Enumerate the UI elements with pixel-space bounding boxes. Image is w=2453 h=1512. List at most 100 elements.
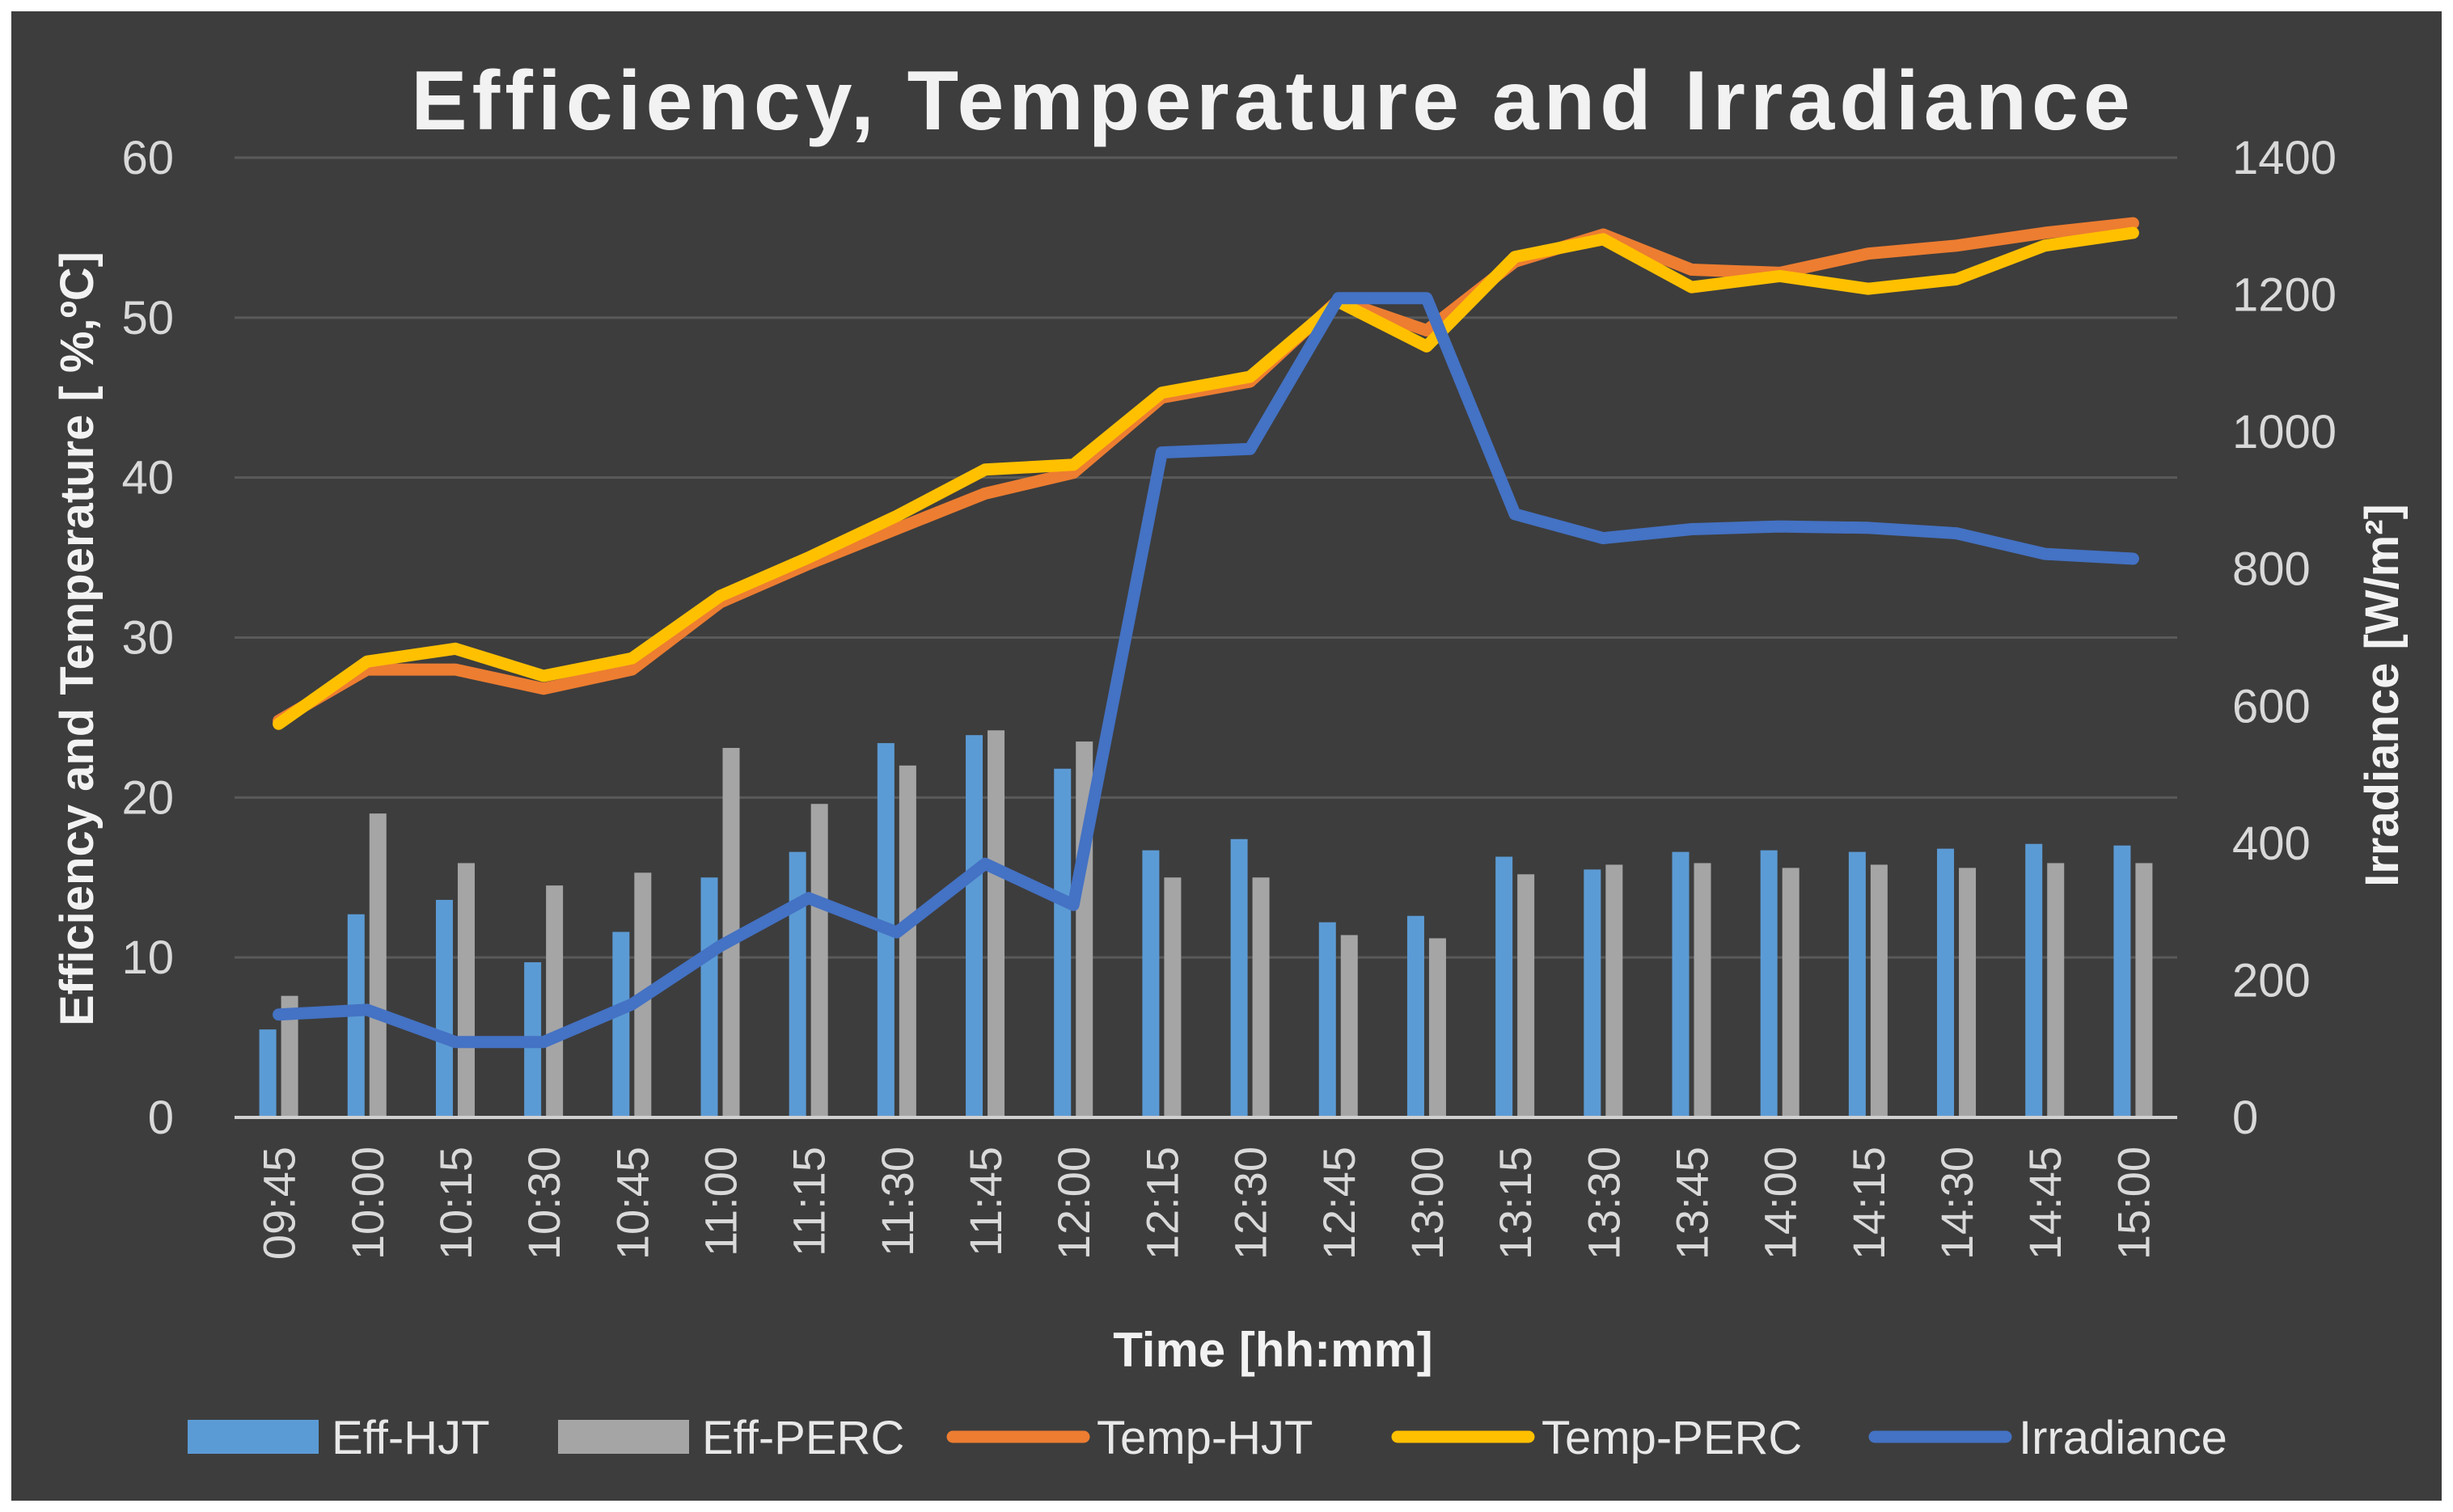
- bars: [259, 730, 2153, 1117]
- y-left-tick-label: 20: [121, 771, 174, 824]
- bar-eff-hjt: [1937, 848, 1955, 1117]
- bar-eff-perc: [1694, 863, 1711, 1117]
- x-axis-ticks: 09:45 10:00 10:15 10:30 10:45 11:00 11:15 11:30…: [254, 1147, 2159, 1260]
- y-right-tick-label: 1400: [2232, 132, 2337, 184]
- x-tick-label: 14:30: [1931, 1147, 1982, 1260]
- legend-item-eff-hjt: Eff-HJT: [188, 1412, 490, 1464]
- x-tick-label: 11:45: [960, 1147, 1011, 1256]
- legend-label: Temp-HJT: [1097, 1412, 1313, 1464]
- y-left-tick-label: 40: [121, 452, 174, 505]
- x-tick-label: 12:15: [1136, 1147, 1187, 1260]
- bar-eff-perc: [1605, 864, 1623, 1117]
- legend-item-eff-perc: Eff-PERC: [558, 1412, 904, 1464]
- bar-eff-hjt: [1672, 851, 1690, 1117]
- legend-item-irradiance: Irradiance: [1868, 1412, 2227, 1464]
- bar-eff-perc: [457, 863, 475, 1117]
- x-tick-label: 11:15: [784, 1147, 835, 1256]
- bar-eff-hjt: [1406, 915, 1424, 1117]
- left-axis-ticks: 0 10 20 30 40 50 60: [121, 132, 174, 1144]
- y-right-tick-label: 800: [2232, 543, 2311, 596]
- bar-eff-hjt: [1318, 922, 1336, 1117]
- x-tick-label: 14:45: [2019, 1147, 2070, 1260]
- chart-background: [11, 11, 2442, 1501]
- legend-label: Irradiance: [2019, 1412, 2227, 1464]
- y-left-tick-label: 0: [148, 1092, 174, 1144]
- legend: Eff-HJT Eff-PERC Temp-HJT Temp-PERC Irradian…: [188, 1412, 2227, 1464]
- y-right-tick-label: 1000: [2232, 406, 2337, 458]
- bar-eff-hjt: [612, 931, 630, 1117]
- series-lines: [273, 217, 2139, 1049]
- legend-swatch: [558, 1420, 689, 1454]
- bar-eff-hjt: [259, 1029, 277, 1117]
- bar-eff-perc: [369, 813, 387, 1117]
- legend-label: Eff-HJT: [332, 1412, 490, 1464]
- y-axis-left-label: Efficiency and Temperature [ %,ºC]: [51, 251, 104, 1026]
- legend-item-temp-perc: Temp-PERC: [1391, 1412, 1802, 1464]
- x-tick-label: 15:00: [2108, 1147, 2159, 1260]
- x-axis-label: Time [hh:mm]: [1113, 1323, 1433, 1377]
- bar-eff-hjt: [1584, 869, 1601, 1117]
- chart-title: Efficiency, Temperature and Irradiance: [411, 54, 2134, 148]
- y-right-tick-label: 400: [2232, 817, 2311, 870]
- y-left-tick-label: 10: [121, 931, 174, 984]
- y-right-tick-label: 200: [2232, 954, 2311, 1007]
- bar-eff-perc: [1782, 868, 1800, 1117]
- y-right-tick-label: 1200: [2232, 269, 2337, 322]
- bar-eff-perc: [1517, 874, 1535, 1117]
- right-axis-ticks: 0 200 400 600 800 1000 1200 1400: [2232, 132, 2337, 1144]
- bar-eff-perc: [988, 730, 1005, 1117]
- x-tick-label: 09:45: [254, 1147, 305, 1260]
- bar-eff-perc: [1870, 864, 1888, 1117]
- bar-eff-perc: [1252, 877, 1270, 1117]
- line-irradiance: [273, 292, 2139, 1049]
- bar-eff-perc: [546, 885, 564, 1117]
- x-tick-label: 11:00: [696, 1147, 746, 1256]
- x-tick-label: 12:30: [1225, 1147, 1276, 1260]
- bar-eff-hjt: [1760, 850, 1778, 1117]
- y-axis-right-label: Irradiance [W/m²]: [2356, 504, 2409, 887]
- y-right-tick-label: 600: [2232, 680, 2311, 733]
- bar-eff-perc: [899, 765, 916, 1117]
- bar-eff-perc: [722, 748, 740, 1117]
- x-tick-label: 12:45: [1313, 1147, 1364, 1260]
- x-tick-label: 12:00: [1048, 1147, 1099, 1260]
- x-tick-label: 10:30: [518, 1147, 569, 1260]
- bar-eff-perc: [2047, 863, 2065, 1117]
- x-tick-label: 13:15: [1490, 1147, 1541, 1260]
- x-tick-label: 10:15: [430, 1147, 481, 1260]
- bar-eff-hjt: [789, 851, 806, 1117]
- bar-eff-perc: [1340, 935, 1358, 1117]
- bar-eff-perc: [1959, 868, 1977, 1117]
- bar-eff-perc: [2135, 863, 2153, 1117]
- x-tick-label: 11:30: [872, 1147, 923, 1256]
- bar-eff-perc: [810, 804, 828, 1117]
- bar-eff-hjt: [2025, 843, 2043, 1117]
- line-temp-perc: [273, 226, 2139, 730]
- bar-eff-hjt: [700, 877, 718, 1117]
- bar-eff-hjt: [1142, 850, 1160, 1117]
- legend-label: Eff-PERC: [702, 1412, 904, 1464]
- legend-swatch: [188, 1420, 319, 1454]
- legend-label: Temp-PERC: [1542, 1412, 1802, 1464]
- x-tick-label: 13:00: [1402, 1147, 1453, 1260]
- legend-item-temp-hjt: Temp-HJT: [946, 1412, 1313, 1464]
- x-tick-label: 10:45: [607, 1147, 658, 1260]
- y-left-tick-label: 30: [121, 612, 174, 665]
- bar-eff-hjt: [1848, 851, 1866, 1117]
- bar-eff-hjt: [1230, 838, 1248, 1117]
- bar-eff-perc: [1164, 877, 1182, 1117]
- bar-eff-perc: [1428, 938, 1446, 1117]
- y-right-tick-label: 0: [2232, 1092, 2258, 1144]
- bar-eff-hjt: [435, 899, 453, 1117]
- x-tick-label: 14:00: [1755, 1147, 1806, 1260]
- bar-eff-perc: [281, 995, 298, 1117]
- x-tick-label: 13:30: [1578, 1147, 1629, 1260]
- x-tick-label: 14:15: [1843, 1147, 1894, 1260]
- x-tick-label: 10:00: [342, 1147, 393, 1260]
- bar-eff-hjt: [966, 735, 983, 1117]
- y-left-tick-label: 50: [121, 292, 174, 344]
- y-left-tick-label: 60: [121, 132, 174, 184]
- x-tick-label: 13:45: [1667, 1147, 1718, 1260]
- bar-eff-hjt: [2113, 845, 2131, 1117]
